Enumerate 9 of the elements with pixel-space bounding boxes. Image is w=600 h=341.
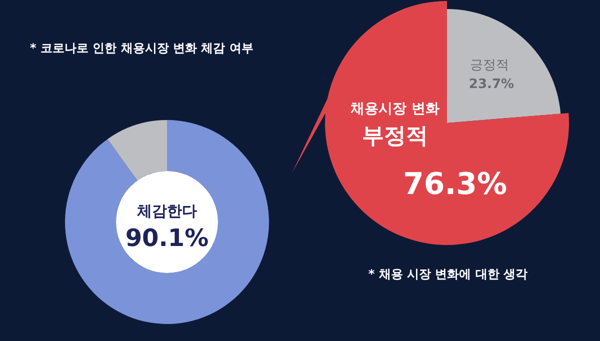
annotation: 채용시장 변화 — [350, 101, 440, 117]
category: 긍정적 — [470, 58, 509, 73]
title: * 채용 시장 변화에 대한 생각 — [368, 267, 528, 281]
category: 체감한다 — [137, 202, 197, 220]
title: * 코로나로 인한 채용시장 변화 체감 여부 — [30, 41, 254, 55]
value-label: 90.1% — [125, 224, 209, 252]
value-label: 23.7% — [468, 76, 514, 92]
value-label: 76.3% — [402, 167, 508, 202]
category: 부정적 — [362, 124, 428, 149]
